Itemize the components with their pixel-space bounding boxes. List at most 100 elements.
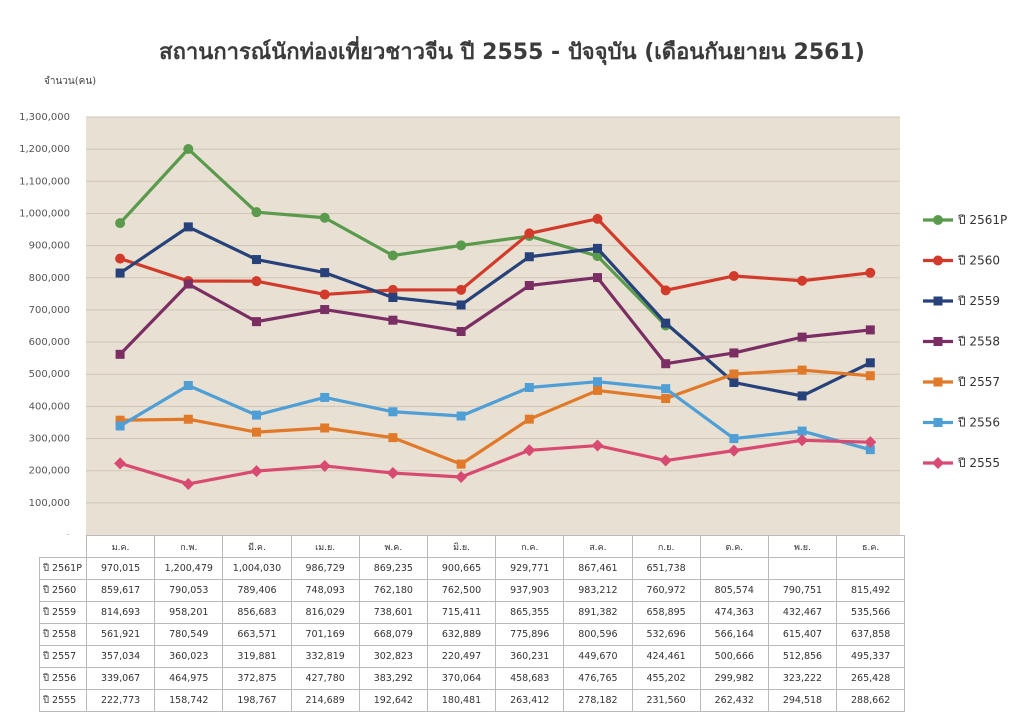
- row-series-name: ปี 2556: [39, 667, 87, 690]
- y-tick-label: 400,000: [29, 401, 70, 412]
- data-label: 632,889: [426, 623, 497, 646]
- data-label: 805,574: [699, 579, 769, 602]
- data-label: 668,079: [358, 623, 428, 646]
- data-label: 865,355: [495, 601, 565, 624]
- data-point: [388, 433, 398, 443]
- data-label: 299,982: [699, 667, 769, 690]
- data-label: 738,601: [358, 601, 428, 624]
- data-label: 474,363: [699, 601, 769, 624]
- data-point: [319, 212, 330, 223]
- data-label: 319,881: [222, 645, 292, 668]
- y-tick-label: 1,300,000: [19, 112, 70, 123]
- data-label: 891,382: [563, 601, 633, 624]
- data-label: 263,412: [495, 689, 565, 712]
- data-point: [524, 228, 535, 239]
- data-point: [523, 444, 536, 457]
- legend-label: ปี 2560: [957, 254, 1000, 268]
- data-point: [729, 348, 739, 358]
- data-label: 265,428: [836, 667, 906, 690]
- y-tick-label: 1,100,000: [19, 176, 70, 187]
- legend-label: ปี 2556: [957, 416, 1000, 430]
- data-label: 867,461: [563, 557, 633, 580]
- category-label: มี.ค.: [222, 535, 292, 558]
- y-tick-label: 1,000,000: [19, 208, 70, 219]
- data-point: [865, 445, 875, 455]
- y-tick-label: 600,000: [29, 337, 70, 348]
- data-point: [319, 289, 330, 300]
- data-label: 815,492: [836, 579, 906, 602]
- row-series-name: ปี 2559: [39, 601, 87, 624]
- data-label: 432,467: [767, 601, 838, 624]
- data-point: [388, 407, 398, 417]
- data-point: [115, 415, 125, 425]
- data-point: [729, 377, 739, 387]
- data-point: [320, 392, 330, 402]
- plot-area: [86, 117, 900, 535]
- data-point: [661, 318, 671, 328]
- y-tick-label: 1,200,000: [19, 144, 70, 155]
- table-row: ปี 2558 561,921 780,549 663,571 701,169 668,0…: [39, 623, 906, 646]
- legend-marker: [933, 337, 943, 346]
- category-label: ก.พ.: [154, 535, 224, 558]
- table-row: ปี 2561P 970,015 1,200,479 1,004,030 986,729…: [39, 557, 906, 580]
- data-label: [836, 557, 906, 580]
- data-label: [699, 557, 769, 580]
- data-point: [320, 268, 330, 278]
- data-point: [387, 284, 398, 295]
- data-point: [797, 426, 807, 436]
- data-point: [797, 275, 808, 286]
- legend-label: ปี 2557: [957, 375, 1000, 389]
- data-point: [661, 359, 671, 369]
- y-tick-label: 700,000: [29, 305, 70, 316]
- data-point: [183, 380, 193, 390]
- data-point: [115, 421, 125, 431]
- data-point: [387, 250, 398, 261]
- data-label: 651,738: [631, 557, 701, 580]
- data-label: 427,780: [290, 667, 360, 690]
- data-point: [252, 317, 261, 327]
- data-point: [388, 293, 398, 303]
- data-label: 512,856: [767, 645, 838, 668]
- series-line: [119, 380, 871, 452]
- series-line: [118, 275, 871, 366]
- data-point: [661, 394, 671, 404]
- y-tick-label: 300,000: [29, 434, 70, 445]
- data-point: [865, 267, 876, 278]
- table-corner: [40, 536, 87, 558]
- data-label: 360,231: [495, 645, 565, 668]
- data-point: [182, 477, 195, 490]
- data-point: [865, 325, 875, 335]
- data-point: [661, 384, 671, 394]
- data-label: 455,202: [631, 667, 701, 690]
- data-label: 637,858: [836, 623, 906, 646]
- data-label: 495,337: [836, 645, 906, 668]
- legend-marker: [933, 215, 943, 225]
- series-line: [120, 368, 871, 466]
- category-label: พ.ย.: [767, 535, 838, 558]
- legend-marker: [933, 418, 943, 427]
- data-point: [456, 240, 467, 251]
- data-point: [797, 365, 807, 375]
- data-point: [183, 279, 193, 289]
- data-point: [524, 281, 534, 291]
- table-row: ปี 2559 814,693 958,201 856,683 816,029 738,6…: [39, 601, 906, 624]
- data-point: [388, 315, 398, 325]
- data-point: [729, 434, 739, 444]
- data-label: 535,566: [836, 601, 906, 624]
- data-point: [183, 414, 193, 424]
- data-point: [318, 459, 331, 472]
- data-label: 278,182: [563, 689, 633, 712]
- data-label: 986,729: [290, 557, 360, 580]
- y-tick-label: 100,000: [29, 498, 70, 509]
- data-label: 790,053: [154, 579, 224, 602]
- data-point: [796, 434, 809, 447]
- data-label: [767, 557, 838, 580]
- category-label: พ.ค.: [358, 535, 428, 558]
- data-label: 859,617: [85, 579, 156, 602]
- chart-title: สถานการณ์นักท่องเที่ยวชาวจีน ปี 2555 - ป…: [159, 40, 865, 65]
- legend-label: ปี 2555: [957, 456, 1000, 470]
- data-label: 715,411: [426, 601, 497, 624]
- data-point: [797, 332, 807, 342]
- category-label: เม.ย.: [290, 535, 360, 558]
- table-row: ปี 2555 222,773 158,742 198,767 214,689 192,6…: [39, 689, 906, 712]
